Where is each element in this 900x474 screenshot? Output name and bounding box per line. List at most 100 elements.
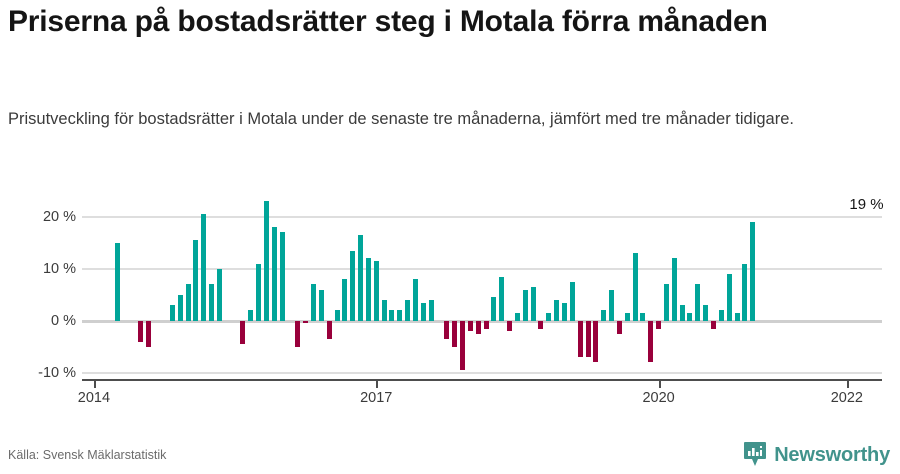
bar[interactable]	[726, 274, 732, 321]
bar[interactable]	[475, 320, 481, 334]
bar[interactable]	[146, 320, 152, 347]
bar[interactable]	[569, 281, 575, 321]
y-axis-tick-label: -10 %	[38, 364, 76, 381]
bar[interactable]	[671, 258, 677, 321]
zero-baseline	[82, 319, 882, 323]
bar[interactable]	[750, 222, 756, 321]
bar[interactable]	[593, 320, 599, 363]
page-title: Priserna på bostadsrätter steg i Motala …	[8, 5, 768, 38]
bar[interactable]	[381, 300, 387, 321]
bar[interactable]	[601, 310, 607, 321]
newsworthy-logo[interactable]: Newsworthy	[743, 441, 890, 469]
bar[interactable]	[554, 300, 560, 321]
bar[interactable]	[711, 320, 717, 329]
bar[interactable]	[303, 320, 309, 324]
bar[interactable]	[271, 227, 277, 321]
page-subtitle: Prisutveckling för bostadsrätter i Motal…	[8, 110, 794, 128]
bar-chart: 20 % 10 % 0 % -10 % 2014 2017 2020 2022 19 %	[0, 196, 900, 424]
bar[interactable]	[663, 284, 669, 321]
x-axis-tick-label: 2022	[830, 390, 863, 406]
logo-wordmark: Newsworthy	[774, 443, 890, 466]
bar[interactable]	[420, 302, 426, 321]
bar[interactable]	[640, 313, 646, 321]
bar[interactable]	[334, 310, 340, 321]
bar[interactable]	[687, 313, 693, 321]
bar[interactable]	[279, 232, 285, 321]
bar[interactable]	[350, 250, 356, 321]
x-axis-line	[82, 379, 882, 381]
bar[interactable]	[256, 263, 262, 321]
x-axis-tick-label: 2020	[642, 390, 675, 406]
source-note: Källa: Svensk Mäklarstatistik	[8, 448, 167, 462]
value-annotation-label: 19 %	[849, 196, 884, 213]
x-axis-tick-mark	[376, 381, 379, 388]
bar[interactable]	[326, 320, 332, 339]
bar[interactable]	[491, 297, 497, 321]
bar[interactable]	[609, 289, 615, 321]
bar[interactable]	[695, 284, 701, 321]
bar[interactable]	[295, 320, 301, 347]
bar[interactable]	[562, 302, 567, 321]
bar[interactable]	[656, 320, 662, 329]
bar[interactable]	[624, 313, 630, 321]
gridline	[82, 267, 882, 270]
bar[interactable]	[311, 284, 317, 321]
bar[interactable]	[358, 235, 364, 321]
bar[interactable]	[507, 320, 513, 332]
bar[interactable]	[342, 279, 348, 321]
bar[interactable]	[483, 320, 489, 329]
bar[interactable]	[444, 320, 450, 339]
newsworthy-pin-barchart-icon	[744, 442, 767, 466]
bar[interactable]	[546, 313, 552, 321]
x-axis-tick-label: 2014	[77, 390, 111, 406]
bar[interactable]	[703, 305, 709, 321]
gridline	[82, 371, 882, 374]
bar[interactable]	[499, 276, 505, 321]
bar[interactable]	[412, 279, 418, 321]
bar[interactable]	[240, 320, 246, 345]
bar[interactable]	[648, 320, 654, 363]
bar[interactable]	[522, 289, 528, 321]
bar[interactable]	[514, 313, 520, 321]
bar[interactable]	[679, 305, 685, 321]
y-axis-tick-label: 20 %	[42, 208, 76, 225]
bar[interactable]	[467, 320, 473, 332]
bar[interactable]	[177, 294, 183, 321]
bar[interactable]	[193, 240, 199, 321]
y-axis-tick-label: 10 %	[42, 260, 76, 277]
bar[interactable]	[365, 258, 371, 321]
bar[interactable]	[632, 253, 638, 321]
x-axis-tick-mark	[658, 381, 661, 388]
bar[interactable]	[263, 201, 269, 321]
x-axis-tick-label: 2017	[360, 390, 393, 406]
bar[interactable]	[405, 300, 411, 321]
bar[interactable]	[530, 287, 536, 321]
bar[interactable]	[734, 313, 740, 321]
bar[interactable]	[460, 320, 466, 371]
bar[interactable]	[742, 263, 748, 321]
bar[interactable]	[538, 320, 544, 329]
bar[interactable]	[209, 284, 215, 321]
y-axis-tick-label: 0 %	[51, 312, 76, 329]
bar[interactable]	[169, 305, 175, 321]
bar[interactable]	[185, 284, 191, 321]
bar[interactable]	[452, 320, 458, 347]
bar[interactable]	[718, 310, 724, 321]
bar[interactable]	[114, 242, 120, 321]
bar[interactable]	[373, 261, 379, 321]
bar[interactable]	[397, 310, 403, 321]
x-axis-tick-mark	[93, 381, 96, 388]
bar[interactable]	[585, 320, 591, 358]
bar[interactable]	[248, 310, 254, 321]
plot-area	[82, 196, 882, 378]
bar[interactable]	[216, 268, 222, 321]
x-axis-tick-mark	[846, 381, 849, 388]
bar[interactable]	[389, 310, 395, 321]
bar[interactable]	[201, 214, 207, 321]
bar[interactable]	[138, 320, 144, 342]
bar[interactable]	[428, 300, 434, 321]
bar[interactable]	[318, 289, 324, 321]
bar[interactable]	[577, 320, 583, 358]
bar[interactable]	[616, 320, 622, 334]
